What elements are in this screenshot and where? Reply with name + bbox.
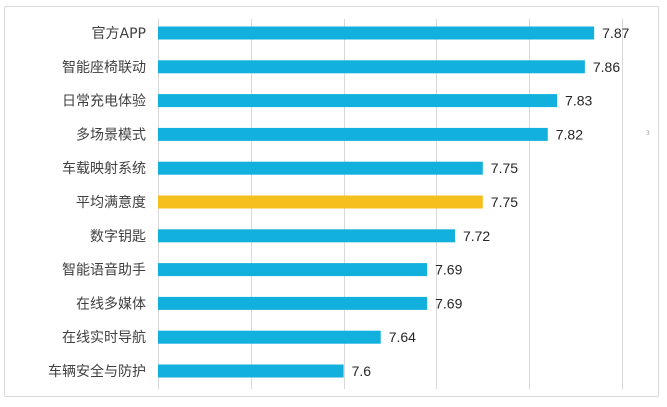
data-label: 7.69 [435, 295, 462, 311]
data-label: 7.82 [556, 126, 583, 142]
category-label: 多场景模式 [76, 126, 146, 143]
category-label: 智能语音助手 [62, 262, 146, 279]
bar [158, 330, 381, 344]
category-label: 车辆安全与防护 [48, 363, 146, 380]
data-label: 7.83 [565, 93, 592, 109]
data-label: 7.87 [602, 25, 629, 41]
data-label: 7.6 [352, 363, 372, 379]
category-label: 官方APP [92, 26, 146, 42]
bar [158, 263, 428, 277]
category-label: 数字钥匙 [90, 229, 146, 245]
bar [158, 296, 428, 310]
data-label: 7.86 [593, 59, 620, 75]
category-label: 平均满意度 [76, 194, 146, 211]
bar [158, 161, 483, 175]
bar [158, 229, 455, 243]
bar [158, 60, 585, 74]
data-label: 7.64 [389, 329, 416, 345]
bar [158, 364, 344, 378]
bar [158, 127, 548, 141]
bar [158, 26, 595, 40]
bar [158, 195, 483, 209]
data-label: 7.75 [491, 194, 518, 210]
category-label: 在线多媒体 [76, 295, 146, 312]
data-label: 7.75 [491, 160, 518, 176]
category-label: 车载映射系统 [62, 160, 146, 177]
data-label: 7.72 [463, 228, 490, 244]
category-label: 智能座椅联动 [62, 60, 146, 76]
category-label: 日常充电体验 [62, 94, 146, 110]
page-marker: 3 [646, 130, 650, 137]
data-label: 7.69 [435, 262, 462, 278]
category-label: 在线实时导航 [62, 330, 146, 346]
bar [158, 94, 558, 108]
